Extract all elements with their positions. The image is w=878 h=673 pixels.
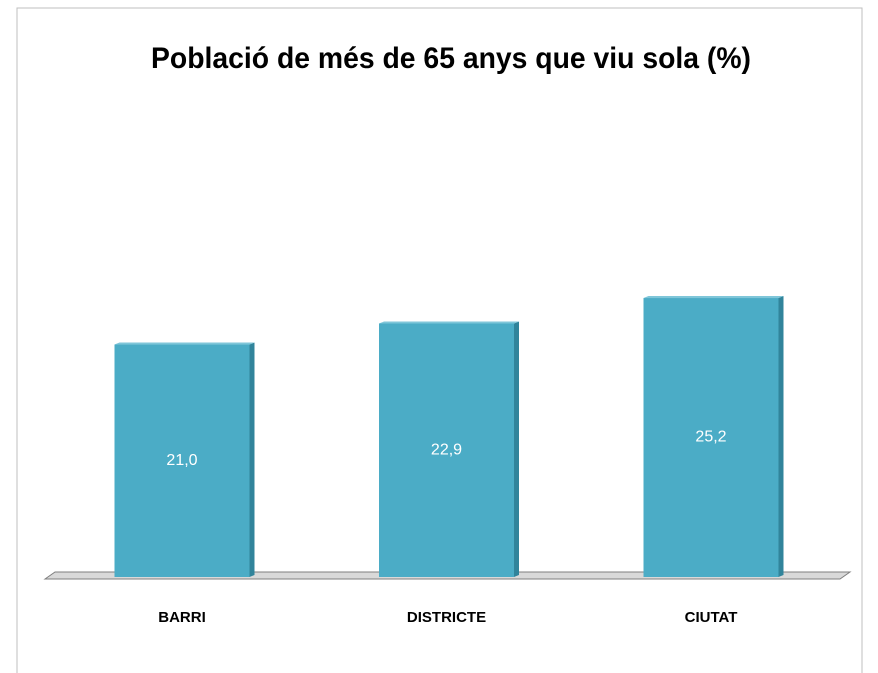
value-label: 22,9 xyxy=(431,441,462,458)
value-label: 21,0 xyxy=(166,452,197,469)
chart-title: Població de més de 65 anys que viu sola … xyxy=(151,42,751,75)
value-label: 25,2 xyxy=(695,429,726,446)
bar-side xyxy=(249,342,255,577)
x-tick-label: DISTRICTE xyxy=(407,609,486,626)
bar-top xyxy=(114,342,255,345)
bar-top xyxy=(643,296,784,299)
bar xyxy=(643,298,779,577)
x-tick-label: BARRI xyxy=(158,609,206,626)
bar-top xyxy=(379,321,519,324)
bar-side xyxy=(778,296,784,577)
bar xyxy=(114,344,250,577)
bar-side xyxy=(514,321,519,577)
bar xyxy=(379,323,514,577)
x-tick-label: CIUTAT xyxy=(685,609,738,626)
